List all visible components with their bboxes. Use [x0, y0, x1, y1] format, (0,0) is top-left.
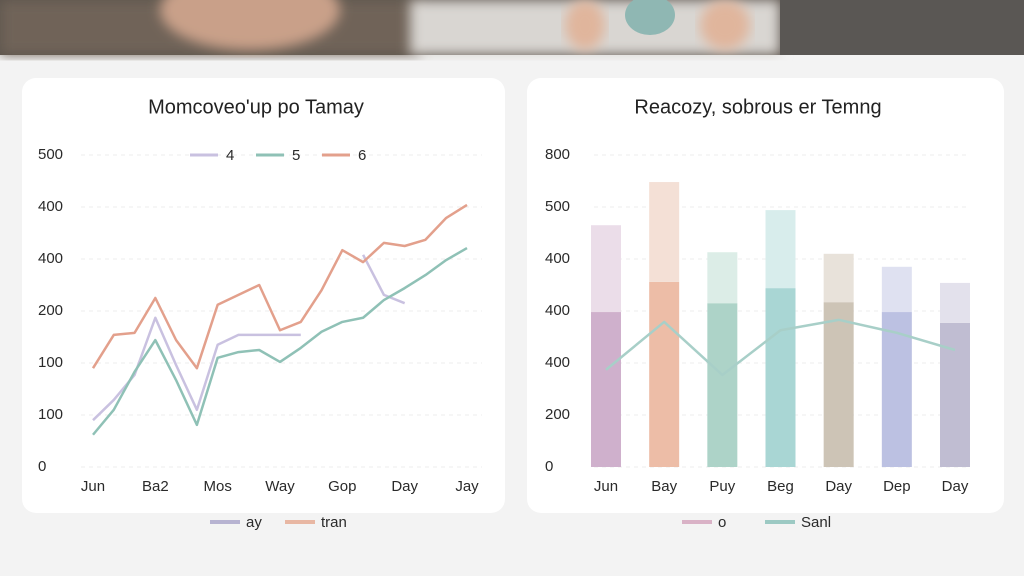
y-tick-label: 800 — [545, 146, 570, 163]
bar — [881, 266, 912, 313]
y-tick-label: 400 — [38, 250, 63, 267]
x-tick-label: Gop — [328, 478, 356, 495]
x-tick-label: Way — [265, 478, 295, 495]
y-tick-label: 100 — [38, 354, 63, 371]
line — [605, 318, 956, 377]
x-tick-label: Bay — [651, 478, 677, 495]
bar — [940, 282, 970, 323]
bar — [823, 253, 854, 303]
x-tick-label: Day — [825, 478, 852, 495]
x-tick-label: Jay — [455, 478, 479, 495]
y-tick-label: 200 — [38, 302, 63, 319]
y-tick-label: 400 — [38, 198, 63, 215]
bar — [765, 210, 796, 289]
bar — [707, 303, 738, 467]
banner-photo — [0, 0, 1024, 55]
x-tick-label: Day — [391, 478, 418, 495]
x-tick-label: Beg — [767, 478, 794, 495]
x-tick-label: Ba2 — [142, 478, 169, 495]
legend-label: o — [718, 514, 726, 531]
legend-label: 5 — [292, 147, 300, 164]
y-tick-label: 400 — [545, 250, 570, 267]
y-tick-label: 500 — [38, 146, 63, 163]
bar — [940, 322, 970, 467]
y-tick-label: 0 — [545, 458, 553, 475]
bar — [707, 252, 738, 304]
y-tick-label: 500 — [545, 198, 570, 215]
y-tick-label: 0 — [38, 458, 46, 475]
y-tick-label: 100 — [38, 406, 63, 423]
bar — [881, 312, 912, 467]
bar — [765, 288, 796, 467]
y-tick-label: 400 — [545, 302, 570, 319]
x-tick-label: Day — [942, 478, 969, 495]
chart-title: Momcoveo'up po Tamay — [148, 96, 364, 118]
bar — [823, 302, 854, 467]
y-tick-label: 400 — [545, 354, 570, 371]
bar — [591, 312, 621, 467]
legend-label: Sanl — [801, 514, 831, 531]
line — [91, 203, 468, 370]
bar — [649, 281, 680, 467]
x-tick-label: Jun — [594, 478, 618, 495]
x-tick-label: Jun — [81, 478, 105, 495]
x-tick-label: Dep — [883, 478, 911, 495]
legend-label: ay — [246, 514, 262, 531]
legend-label: tran — [321, 514, 347, 531]
x-tick-label: Mos — [203, 478, 231, 495]
x-tick-label: Puy — [709, 478, 735, 495]
bar — [649, 182, 680, 282]
y-tick-label: 200 — [545, 406, 570, 423]
chart-title: Reacozy, sobrous er Temng — [634, 96, 881, 118]
legend-label: 4 — [226, 147, 234, 164]
legend-label: 6 — [358, 147, 366, 164]
bar — [591, 225, 621, 313]
line — [92, 246, 468, 436]
